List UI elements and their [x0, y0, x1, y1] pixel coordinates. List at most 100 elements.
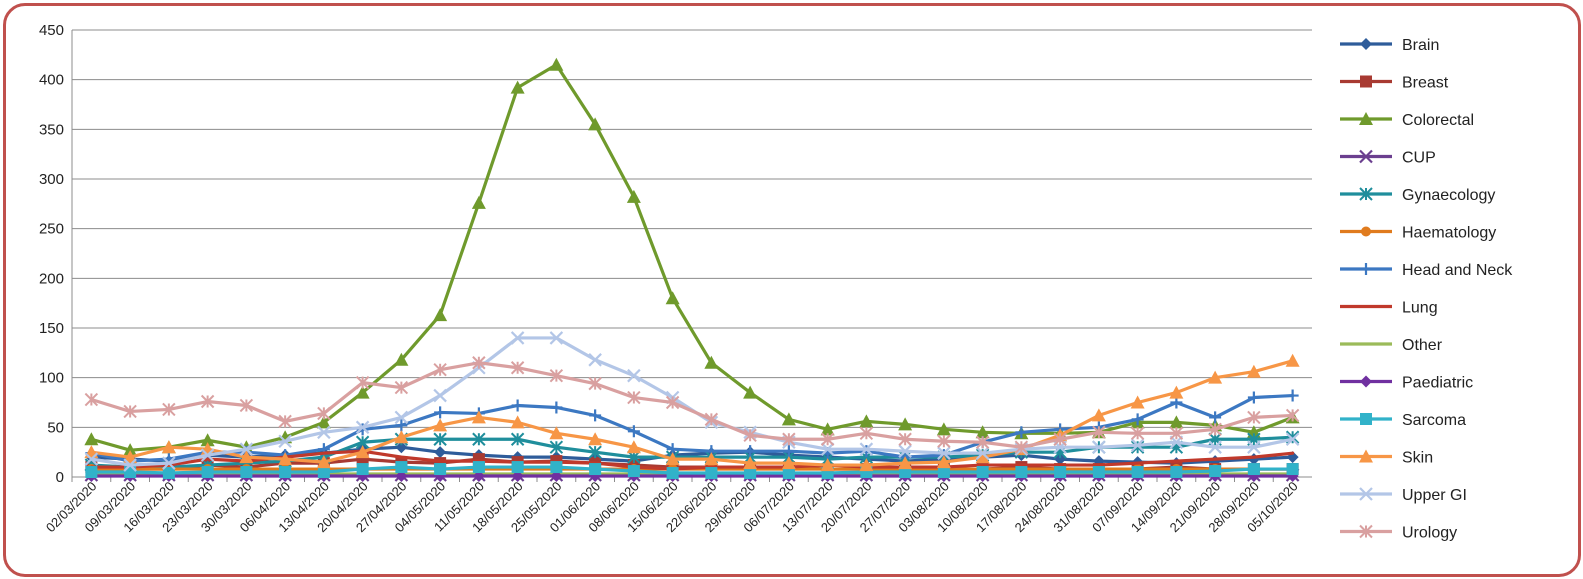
legend-item: Paediatric — [1340, 375, 1473, 392]
legend-item: Gynaecology — [1340, 187, 1495, 204]
y-tick-label: 400 — [39, 72, 64, 89]
data-point — [704, 452, 719, 466]
data-point — [975, 425, 990, 439]
data-point — [123, 404, 137, 419]
data-point — [1208, 440, 1222, 454]
data-point — [859, 442, 874, 456]
legend-swatch-marker — [1360, 263, 1372, 275]
data-point — [316, 415, 331, 429]
data-point — [162, 402, 176, 417]
data-point — [898, 432, 912, 446]
data-point — [549, 368, 564, 383]
data-point — [626, 440, 641, 454]
data-point — [588, 432, 603, 446]
data-point — [1131, 413, 1144, 426]
data-point — [84, 432, 99, 446]
data-point — [1130, 438, 1145, 452]
data-point — [936, 455, 951, 469]
data-point — [472, 432, 486, 446]
data-point — [433, 432, 447, 446]
data-point — [549, 440, 564, 454]
data-point — [782, 467, 795, 480]
legend-label: Paediatric — [1402, 375, 1473, 392]
data-point — [820, 442, 835, 456]
data-point — [1285, 408, 1300, 423]
data-point — [705, 467, 718, 480]
data-point — [1246, 364, 1261, 378]
data-point — [1130, 426, 1145, 441]
data-point — [1209, 411, 1222, 424]
data-point — [434, 446, 447, 459]
data-point — [84, 392, 99, 407]
data-point — [395, 419, 408, 432]
series-line — [89, 336, 1295, 467]
data-point — [84, 452, 99, 466]
data-point — [860, 445, 873, 458]
data-point — [355, 445, 370, 459]
data-point — [781, 456, 796, 470]
data-point — [589, 409, 602, 422]
legend-swatch-marker — [1360, 375, 1372, 388]
legend-item: Head and Neck — [1340, 262, 1513, 279]
data-point — [200, 433, 215, 447]
legend-item: Haematology — [1340, 225, 1496, 242]
legend-swatch-marker — [1359, 112, 1373, 125]
y-tick-label: 200 — [39, 270, 64, 287]
data-point — [1285, 432, 1300, 447]
legend-label: Sarcoma — [1402, 412, 1466, 429]
data-point — [937, 434, 951, 448]
legend-label: Breast — [1402, 75, 1449, 92]
legend-label: Lung — [1402, 300, 1438, 317]
data-point — [317, 406, 331, 421]
data-point — [976, 466, 989, 479]
legend-label: Gynaecology — [1402, 187, 1495, 204]
data-point — [1091, 408, 1106, 422]
data-point — [975, 435, 990, 449]
legend-item: CUP — [1340, 150, 1436, 167]
legend-swatch-marker — [1359, 524, 1373, 539]
data-point — [434, 463, 447, 476]
y-tick-label: 350 — [39, 121, 64, 138]
data-point — [704, 412, 719, 427]
data-point — [510, 415, 525, 429]
data-point — [1247, 463, 1260, 476]
data-point — [1170, 466, 1183, 479]
data-point — [1053, 432, 1067, 446]
data-point — [511, 461, 524, 474]
data-point — [588, 445, 602, 459]
data-point — [898, 456, 913, 470]
legend-item: Lung — [1340, 300, 1438, 317]
series-line — [89, 63, 1295, 452]
data-point — [278, 414, 292, 429]
legend-label: Other — [1402, 337, 1443, 354]
data-point — [627, 390, 641, 405]
legend-swatch-marker — [1359, 149, 1373, 164]
data-point — [510, 432, 525, 446]
data-point — [743, 456, 758, 470]
data-point — [549, 331, 564, 345]
data-point — [278, 452, 293, 466]
data-point — [472, 461, 485, 474]
data-point — [1014, 440, 1029, 454]
data-point — [627, 368, 641, 383]
data-point — [666, 467, 679, 480]
data-point — [279, 466, 292, 479]
data-point — [782, 445, 795, 458]
data-point — [471, 410, 486, 424]
data-point — [433, 418, 448, 432]
legend-label: Colorectal — [1402, 112, 1474, 129]
legend-label: Upper GI — [1402, 487, 1467, 504]
data-point — [549, 426, 564, 440]
data-point — [433, 363, 447, 377]
data-point — [859, 458, 874, 472]
data-point — [1092, 425, 1106, 440]
legend-item: Other — [1340, 337, 1443, 354]
y-tick-label: 0 — [56, 469, 64, 486]
data-point — [200, 448, 215, 462]
data-point — [395, 461, 408, 474]
data-point — [550, 401, 563, 414]
data-point — [1247, 440, 1261, 454]
legend-swatch-marker — [1361, 226, 1371, 237]
series-line — [89, 393, 1295, 463]
